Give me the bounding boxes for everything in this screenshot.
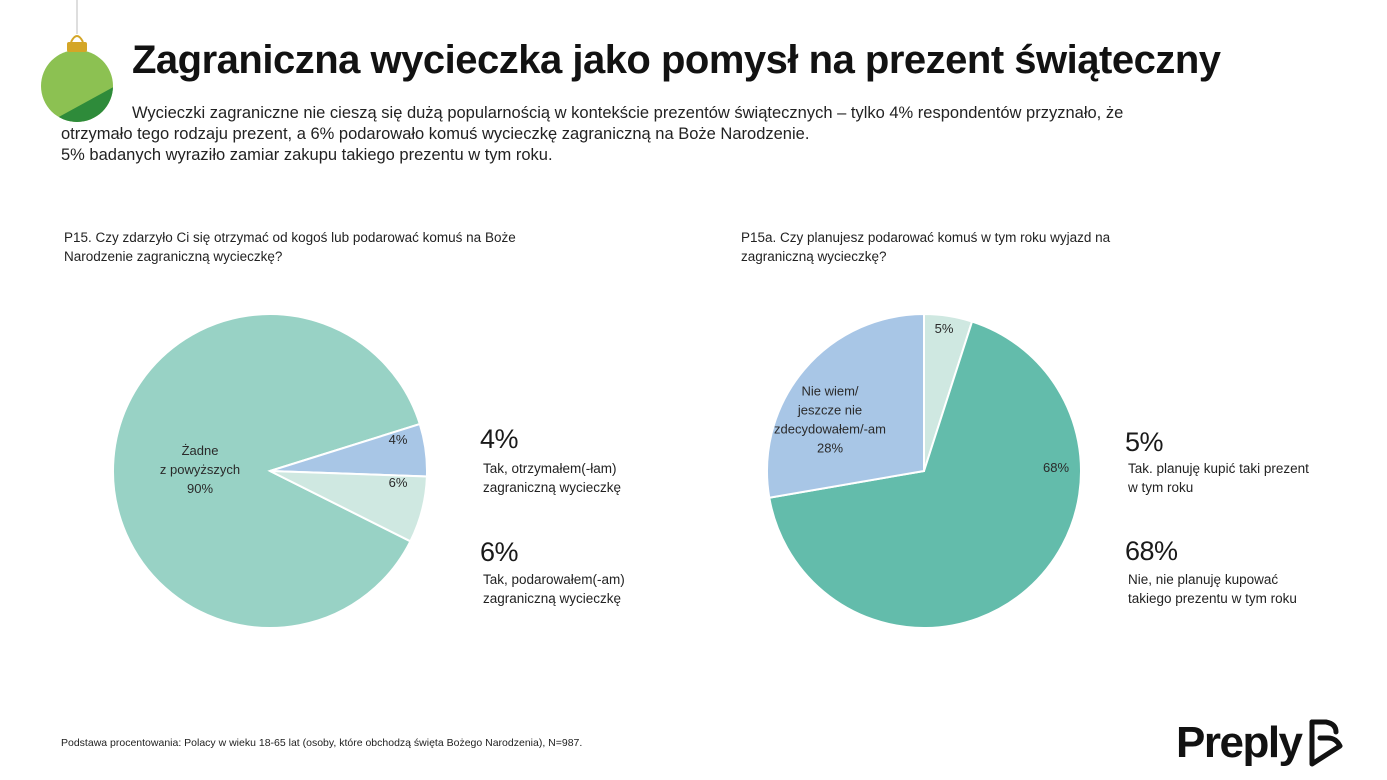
- legend-2-pct-yes: 5%: [1125, 427, 1164, 457]
- pie-1-label-1: Żadne z powyższych 90%: [160, 443, 240, 496]
- legend-1-text-received: Tak, otrzymałem(-łam) zagraniczną wyciec…: [483, 461, 622, 495]
- pie-1-slice-2: [269, 422, 428, 478]
- page-title: Zagraniczna wycieczka jako pomysł na pre…: [132, 38, 1221, 82]
- pie-1-label-2: 4%: [389, 432, 408, 447]
- legend-1-text-gifted: Tak, podarowałem(-am) zagraniczną wyciec…: [483, 572, 625, 606]
- legend-1-pct-received: 4%: [480, 424, 519, 454]
- intro-text: Wycieczki zagraniczne nie cieszą się duż…: [61, 103, 1161, 166]
- intro-line-1: Wycieczki zagraniczne nie cieszą się duż…: [132, 104, 1124, 122]
- christmas-ornament-icon: [41, 0, 113, 122]
- preply-logo: Preply: [1176, 716, 1346, 770]
- legend-2-text-yes: Tak. planuję kupić taki prezent w tym ro…: [1128, 461, 1309, 495]
- pie-2-label-1: 5%: [935, 321, 954, 336]
- intro-line-2: otrzymało tego rodzaju prezent, a 6% pod…: [61, 125, 810, 143]
- legend-2-text-no: Nie, nie planuję kupować takiego prezent…: [1128, 572, 1297, 606]
- pie-1-slice-1: [112, 313, 422, 629]
- pie-2-slice-3: [766, 312, 925, 499]
- pie-2-slice-2: [768, 320, 1082, 629]
- intro-line-3: 5% badanych wyraziło zamiar zakupu takie…: [61, 146, 553, 164]
- pie-2-label-3: Nie wiem/jeszcze nie zdecydowałem/-am 28%: [774, 384, 886, 456]
- pie-2-slice-1: [923, 312, 974, 472]
- pie-2-label-2: 68%: [1043, 460, 1069, 475]
- pie-1-slice-3: [269, 470, 428, 543]
- legend-2-pct-no: 68%: [1125, 536, 1178, 566]
- preply-logo-icon: [1309, 719, 1343, 767]
- chart-2-question: P15a. Czy planujesz podarować komuś w ty…: [741, 230, 1111, 264]
- legend-1-pct-gifted: 6%: [480, 537, 519, 567]
- pie-1-label-3: 6%: [389, 475, 408, 490]
- chart-1-question: P15. Czy zdarzyło Ci się otrzymać od kog…: [64, 230, 516, 264]
- logo-text: Preply: [1176, 718, 1303, 767]
- footnote: Podstawa procentowania: Polacy w wieku 1…: [61, 737, 583, 749]
